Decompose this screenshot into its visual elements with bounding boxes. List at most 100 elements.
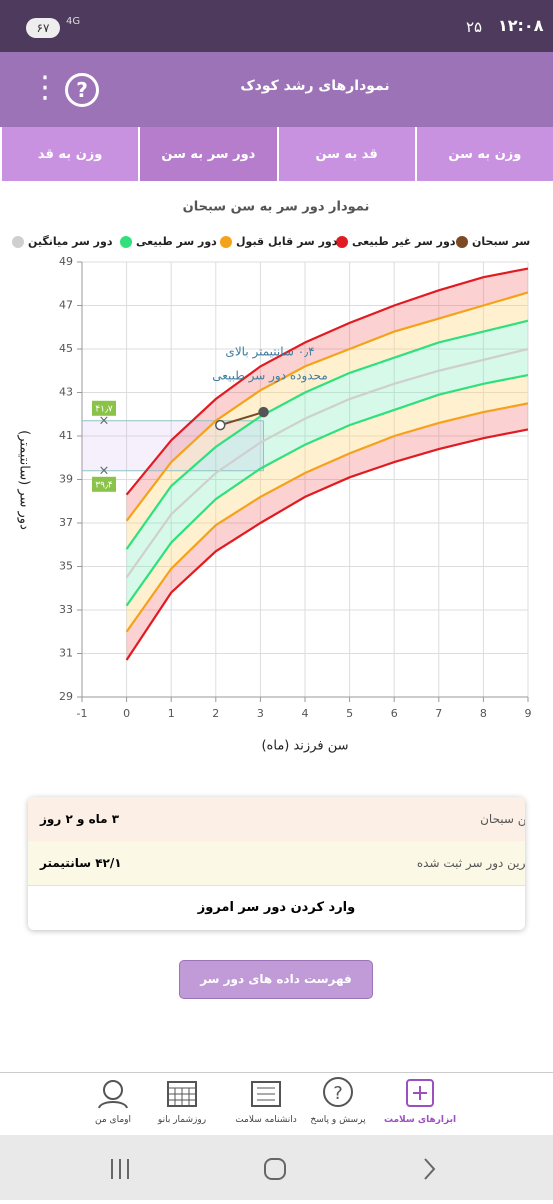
range-shade (82, 420, 264, 471)
y-tick-label: 49 (59, 255, 73, 268)
range-label-box (92, 400, 116, 416)
tab-bar: وزن به سن قد به سن دور سر به سن وزن به قد (0, 127, 553, 181)
svg-text:?: ? (333, 1083, 343, 1104)
info-label: آخرین دور سر ثبت شده (416, 856, 525, 870)
back-button[interactable] (424, 1158, 436, 1180)
band-fill (126, 268, 528, 521)
info-card: سن سبحان ۳ ماه و ۲ روز آخرین دور سر ثبت … (28, 797, 525, 930)
status-bar: ۶۷ 4G ۱۲:۰۸ ۲۵ (0, 0, 553, 52)
battery: ۶۷ (26, 18, 60, 38)
y-tick-label: 43 (59, 386, 73, 399)
app-header: ⋮ ? نمودارهای رشد کودک (0, 52, 553, 127)
curve (125, 428, 529, 661)
curve (125, 291, 529, 522)
nav-label: پرسش و پاسخ (310, 1115, 366, 1125)
y-tick-label: 45 (59, 342, 73, 355)
legend-swatch (220, 236, 232, 248)
nav-item[interactable]: ابزارهای سلامت (375, 1074, 465, 1134)
home-button[interactable] (264, 1158, 286, 1180)
legend-label: سر سبحان (472, 235, 530, 248)
band-fill (126, 375, 528, 632)
tab[interactable]: وزن به سن (414, 127, 553, 181)
network: 4G (66, 16, 81, 27)
nav-item[interactable]: دانشنامه سلامت (221, 1074, 311, 1134)
nav-icon: ? (323, 1077, 353, 1107)
tab[interactable]: دور سر به سن (138, 127, 277, 181)
info-value: ۴۲/۱ سانتیمتر (40, 856, 122, 870)
enter-button[interactable]: وارد کردن دور سر امروز (197, 900, 356, 915)
nav-label: اومای من (95, 1115, 131, 1125)
legend-label: دور سر طبیعی (136, 235, 217, 248)
child-point[interactable] (215, 419, 226, 431)
curve (125, 319, 529, 550)
x-tick-label: 9 (525, 707, 532, 720)
child-point[interactable] (258, 406, 269, 418)
y-tick-label: 31 (59, 647, 73, 660)
x-tick-label: 7 (435, 707, 442, 720)
info-label: سن سبحان (480, 812, 525, 826)
system-nav (0, 1135, 553, 1200)
x-tick-label: 6 (391, 707, 398, 720)
range-cross: × (99, 413, 110, 428)
nav-icon (167, 1081, 197, 1107)
band-fill (126, 292, 528, 550)
legend-swatch (336, 236, 348, 248)
x-tick-label: 5 (346, 707, 353, 720)
range-cross: × (99, 463, 110, 478)
recent-apps[interactable] (111, 1159, 129, 1179)
help-button[interactable]: ? (65, 73, 99, 107)
legend-swatch (456, 236, 468, 248)
x-tick-label: 8 (480, 707, 487, 720)
range-label-box (92, 476, 116, 492)
legend-label: دور سر میانگین (28, 235, 113, 248)
x-tick-label: 1 (168, 707, 175, 720)
x-tick-label: -1 (77, 707, 88, 720)
y-tick-label: 29 (59, 690, 73, 703)
curve (125, 347, 529, 579)
band-fill (126, 320, 528, 606)
y-tick-label: 37 (59, 516, 73, 529)
x-tick-label: 4 (302, 707, 309, 720)
curve (125, 374, 529, 607)
chart-title: نمودار دور سر به سن سبحان (183, 200, 370, 215)
range-label: ۴۱٫۷ (95, 404, 113, 414)
time: ۱۲:۰۸ (498, 16, 544, 35)
nav-label: دانشنامه سلامت (235, 1115, 297, 1125)
legend-label: دور سر قابل قبول (236, 235, 338, 248)
x-tick-label: 3 (257, 707, 264, 720)
date: ۲۵ (466, 18, 483, 36)
y-tick-label: 35 (59, 560, 73, 573)
y-tick-label: 33 (59, 603, 73, 616)
nav-item[interactable]: روزشمار بانو (137, 1074, 227, 1134)
curve (125, 402, 529, 633)
nav-item[interactable]: اومای من (68, 1074, 158, 1134)
curve (125, 267, 529, 496)
tab[interactable]: قد به سن (276, 127, 415, 181)
chart: نمودار دور سر به سن سبحان سن فرزند (ماه)… (12, 200, 532, 754)
legend-swatch (12, 236, 24, 248)
y-tick-label: 39 (59, 473, 73, 486)
nav-icon (251, 1081, 281, 1107)
x-tick-label: 0 (123, 707, 130, 720)
info-row: سن سبحان ۳ ماه و ۲ روز (28, 797, 525, 842)
y-tick-label: 47 (59, 299, 73, 312)
list-button[interactable]: فهرست داده های دور سر سبحان (179, 960, 373, 1023)
range-label: ۳۹٫۴ (95, 480, 113, 490)
nav-label: روزشمار بانو (157, 1115, 207, 1125)
header-title: نمودارهای رشد کودک (240, 78, 390, 94)
annotation: محدوده دور سر طبیعی (212, 369, 328, 384)
legend-label: دور سر غیر طبیعی (352, 235, 456, 248)
nav-item[interactable]: ? پرسش و پاسخ (293, 1074, 383, 1134)
nav-icon (406, 1079, 434, 1107)
nav-icon (98, 1080, 128, 1109)
y-axis-label: دور سر (سانتیمتر) (17, 430, 32, 530)
system-buttons (111, 1158, 436, 1180)
tab[interactable]: وزن به قد (0, 127, 138, 181)
info-row: آخرین دور سر ثبت شده ۴۲/۱ سانتیمتر (28, 841, 525, 886)
annotation: ۰٫۴ سانتیمتر بالای (225, 345, 314, 360)
band-fill (126, 403, 528, 661)
child-line (219, 411, 264, 427)
info-value: ۳ ماه و ۲ روز (40, 812, 120, 826)
legend-swatch (120, 236, 132, 248)
x-tick-label: 2 (212, 707, 219, 720)
